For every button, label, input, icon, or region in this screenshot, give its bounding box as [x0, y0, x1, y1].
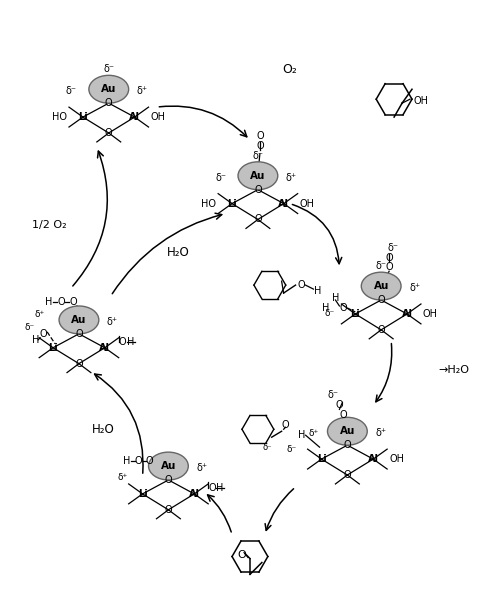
Text: Li: Li [138, 489, 147, 499]
Text: Al: Al [99, 343, 110, 353]
Text: H: H [46, 297, 53, 307]
Text: δ⁻: δ⁻ [252, 151, 264, 161]
Text: δ⁻: δ⁻ [215, 172, 226, 183]
Ellipse shape [59, 306, 99, 334]
Text: Al: Al [189, 489, 200, 499]
Text: Li: Li [350, 309, 360, 319]
Text: δ⁺: δ⁺ [107, 317, 118, 327]
Text: δ⁻: δ⁻ [388, 243, 398, 253]
Text: Al: Al [368, 454, 379, 464]
Text: OH: OH [389, 454, 404, 464]
Text: O: O [298, 280, 305, 290]
Text: Al: Al [129, 112, 140, 122]
Text: O: O [208, 483, 216, 493]
Text: O: O [39, 329, 47, 339]
Text: Li: Li [317, 454, 326, 464]
Text: HO: HO [52, 112, 67, 122]
Text: O: O [75, 359, 83, 368]
Text: H: H [216, 483, 224, 493]
Text: δ⁺: δ⁺ [196, 463, 207, 473]
Text: H₂O: H₂O [91, 423, 114, 436]
Text: δ⁻: δ⁻ [66, 87, 77, 96]
Text: O: O [385, 262, 393, 272]
Text: O: O [119, 337, 127, 347]
Text: O: O [69, 297, 77, 307]
Text: Li: Li [78, 112, 88, 122]
Text: H: H [32, 335, 39, 345]
Text: Li: Li [48, 343, 58, 353]
Text: O: O [377, 325, 385, 335]
Text: δ⁺: δ⁺ [34, 310, 44, 319]
Text: δ⁻: δ⁻ [263, 443, 273, 452]
Text: O: O [256, 141, 264, 151]
Text: O₂: O₂ [282, 63, 297, 76]
Text: H₂O: H₂O [167, 246, 190, 259]
Text: O: O [339, 303, 347, 313]
Text: H: H [322, 303, 329, 313]
Text: Li: Li [227, 198, 237, 209]
Text: δ⁻: δ⁻ [103, 64, 114, 74]
Text: Au: Au [161, 461, 176, 471]
Text: H: H [314, 286, 321, 296]
Text: O: O [256, 131, 264, 141]
Text: δ⁻: δ⁻ [324, 309, 335, 318]
Ellipse shape [361, 272, 401, 300]
Text: O: O [254, 185, 262, 195]
Text: δ⁻: δ⁻ [287, 445, 297, 454]
Text: O: O [344, 470, 351, 480]
Text: δ⁺: δ⁺ [137, 87, 148, 96]
Text: δ⁺: δ⁺ [409, 283, 420, 293]
Text: δ⁺: δ⁺ [309, 429, 319, 438]
Text: O: O [135, 456, 143, 466]
Text: 1/2 O₂: 1/2 O₂ [32, 220, 66, 231]
Text: δ⁺: δ⁺ [375, 428, 386, 438]
Text: H: H [123, 456, 131, 466]
Text: OH: OH [414, 96, 429, 106]
Text: O: O [146, 456, 153, 466]
Text: δ⁻: δ⁻ [328, 390, 339, 401]
Text: O: O [105, 128, 113, 138]
Text: Au: Au [373, 281, 389, 291]
Text: O: O [377, 295, 385, 305]
Text: H: H [127, 337, 134, 347]
Text: Au: Au [250, 171, 265, 181]
Text: H: H [332, 293, 339, 303]
Text: O: O [339, 410, 347, 420]
Text: δ⁺: δ⁺ [286, 172, 297, 183]
Ellipse shape [327, 417, 367, 445]
Text: O: O [282, 420, 289, 430]
Text: O: O [57, 297, 65, 307]
Text: →H₂O: →H₂O [439, 365, 470, 374]
Text: Au: Au [71, 315, 86, 325]
Text: O: O [75, 329, 83, 339]
Text: O: O [336, 401, 343, 410]
Ellipse shape [148, 452, 188, 480]
Text: O: O [165, 505, 172, 515]
Text: O: O [385, 253, 393, 263]
Text: δ⁺: δ⁺ [118, 474, 128, 482]
Text: Al: Al [402, 309, 412, 319]
Text: Au: Au [340, 427, 355, 436]
Text: O: O [105, 98, 113, 108]
Text: OH: OH [300, 198, 315, 209]
Text: O: O [238, 549, 246, 560]
Text: Al: Al [278, 198, 289, 209]
Text: δ⁻: δ⁻ [24, 323, 35, 332]
Text: Au: Au [101, 84, 117, 94]
Text: H: H [298, 430, 305, 440]
Text: HO: HO [201, 198, 216, 209]
Text: O: O [165, 475, 172, 485]
Text: OH: OH [423, 309, 438, 319]
Text: O: O [254, 215, 262, 224]
Ellipse shape [238, 162, 278, 189]
Ellipse shape [89, 75, 129, 103]
Text: OH: OH [151, 112, 166, 122]
Text: O: O [344, 440, 351, 450]
Text: δ⁻: δ⁻ [376, 261, 387, 271]
